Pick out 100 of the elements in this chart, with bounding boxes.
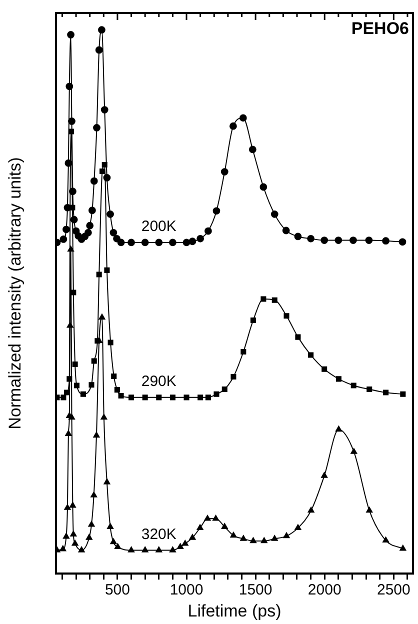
point bbox=[74, 382, 80, 388]
point bbox=[66, 376, 72, 382]
point bbox=[336, 376, 342, 382]
point bbox=[128, 238, 135, 246]
point bbox=[156, 394, 162, 400]
point bbox=[184, 394, 190, 400]
point bbox=[350, 448, 358, 454]
point bbox=[100, 414, 108, 420]
point bbox=[114, 543, 122, 550]
point bbox=[382, 237, 390, 245]
point bbox=[118, 393, 124, 399]
point bbox=[248, 146, 256, 154]
point bbox=[196, 524, 204, 530]
point bbox=[272, 297, 278, 303]
point bbox=[62, 532, 70, 539]
point bbox=[86, 534, 92, 540]
point bbox=[60, 236, 68, 243]
point bbox=[68, 414, 76, 420]
point bbox=[220, 168, 228, 176]
point bbox=[67, 31, 74, 38]
point bbox=[88, 206, 96, 214]
point bbox=[260, 537, 268, 544]
point bbox=[321, 472, 328, 478]
point bbox=[66, 322, 74, 328]
point bbox=[170, 394, 176, 400]
point bbox=[308, 352, 314, 358]
point bbox=[221, 523, 228, 529]
point bbox=[335, 426, 342, 432]
y-axis-title: Normalized intensity (arbitrary units) bbox=[6, 157, 25, 430]
point bbox=[84, 228, 92, 236]
point bbox=[111, 373, 117, 379]
point bbox=[366, 386, 372, 392]
point bbox=[383, 390, 389, 396]
point bbox=[142, 546, 148, 552]
point bbox=[88, 382, 94, 388]
point bbox=[103, 174, 111, 182]
point bbox=[334, 236, 342, 244]
point bbox=[64, 504, 71, 510]
series-label: 290K bbox=[141, 373, 176, 390]
point bbox=[222, 386, 228, 392]
point bbox=[68, 118, 76, 125]
x-axis-title: Lifetime (ps) bbox=[188, 601, 282, 620]
point bbox=[88, 520, 95, 527]
point bbox=[106, 210, 114, 218]
x-tick-label: 2000 bbox=[308, 582, 342, 599]
point bbox=[250, 537, 256, 544]
point bbox=[156, 546, 162, 552]
point bbox=[270, 210, 278, 218]
point bbox=[60, 394, 66, 400]
point bbox=[212, 514, 220, 521]
point bbox=[189, 534, 196, 540]
point bbox=[128, 394, 134, 400]
point bbox=[204, 227, 212, 235]
point bbox=[142, 394, 148, 400]
point bbox=[283, 532, 290, 538]
point bbox=[93, 432, 100, 438]
point bbox=[72, 540, 78, 546]
point bbox=[322, 366, 328, 372]
point bbox=[104, 267, 110, 273]
point bbox=[294, 524, 302, 530]
point bbox=[80, 391, 86, 397]
point bbox=[114, 387, 120, 393]
point bbox=[66, 82, 74, 90]
point bbox=[98, 314, 106, 320]
x-tick-label: 1500 bbox=[238, 582, 272, 599]
point bbox=[198, 394, 204, 400]
point bbox=[366, 506, 373, 513]
point bbox=[169, 546, 176, 552]
point bbox=[104, 478, 110, 484]
series-label: 320K bbox=[141, 526, 176, 543]
point bbox=[382, 536, 390, 543]
point bbox=[295, 334, 301, 340]
point bbox=[271, 535, 278, 541]
point bbox=[155, 238, 163, 246]
point bbox=[260, 183, 268, 191]
point bbox=[90, 492, 98, 498]
point bbox=[400, 544, 406, 551]
point bbox=[72, 361, 78, 368]
point bbox=[69, 188, 76, 196]
point bbox=[282, 226, 290, 234]
point bbox=[260, 296, 266, 302]
point bbox=[400, 391, 406, 397]
x-tick-label: 2500 bbox=[376, 582, 410, 599]
point bbox=[365, 236, 373, 244]
point bbox=[350, 236, 357, 244]
point bbox=[86, 222, 94, 230]
series-label: 200K bbox=[141, 218, 176, 236]
point bbox=[308, 506, 314, 513]
point bbox=[182, 540, 188, 546]
point bbox=[65, 430, 72, 436]
point bbox=[350, 382, 356, 388]
point bbox=[90, 177, 98, 185]
point bbox=[320, 236, 328, 244]
point bbox=[141, 238, 149, 246]
point bbox=[284, 313, 290, 319]
point bbox=[239, 114, 247, 122]
point bbox=[294, 232, 302, 240]
point bbox=[398, 238, 406, 246]
point bbox=[94, 338, 100, 344]
point bbox=[212, 207, 220, 215]
